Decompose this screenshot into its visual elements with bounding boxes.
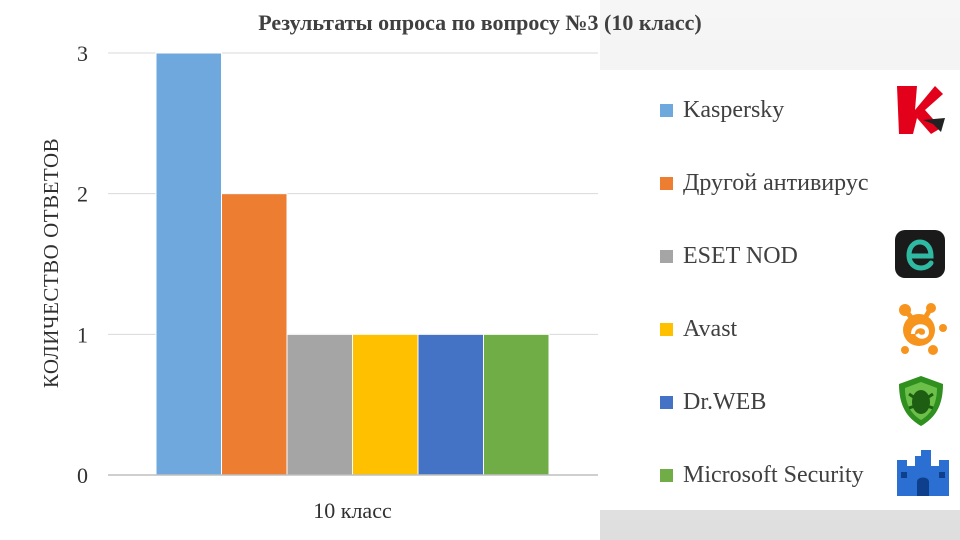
legend-panel bbox=[600, 70, 960, 510]
chart-title: Результаты опроса по вопросу №3 (10 клас… bbox=[258, 10, 702, 35]
bar-5 bbox=[417, 333, 484, 476]
y-tick-label: 1 bbox=[77, 322, 88, 347]
legend-item: Другой антивирус bbox=[660, 163, 960, 203]
legend-label: Avast bbox=[683, 315, 738, 342]
y-tick-label: 0 bbox=[77, 463, 88, 488]
legend-item: Dr.WEB bbox=[660, 382, 960, 422]
legend-label: Dr.WEB bbox=[683, 388, 767, 415]
bar-1 bbox=[155, 52, 222, 476]
legend-swatch bbox=[660, 249, 673, 263]
legend-label: Другой антивирус bbox=[683, 169, 869, 196]
y-axis-label: КОЛИЧЕСТВО ОТВЕТОВ bbox=[39, 137, 63, 389]
y-tick-label: 3 bbox=[77, 41, 88, 66]
bar-2 bbox=[221, 193, 288, 476]
microsoft-security-logo-icon bbox=[897, 450, 949, 496]
kaspersky-logo-icon bbox=[897, 86, 945, 134]
legend-label: Kaspersky bbox=[683, 96, 785, 123]
bar-6 bbox=[483, 333, 550, 476]
drweb-logo-icon bbox=[899, 376, 943, 426]
x-tick-label: 10 класс bbox=[313, 498, 392, 523]
legend-item: ESET NOD bbox=[660, 236, 960, 276]
bar-4 bbox=[352, 333, 419, 476]
legend-item: Avast bbox=[660, 309, 960, 349]
eset-logo-icon bbox=[895, 230, 945, 278]
legend-swatch bbox=[660, 468, 673, 482]
avast-logo-icon bbox=[899, 303, 947, 355]
legend-swatch bbox=[660, 395, 673, 409]
legend-swatch bbox=[660, 103, 673, 117]
legend-item: Kaspersky bbox=[660, 90, 960, 130]
y-tick-label: 2 bbox=[77, 182, 88, 207]
legend-swatch bbox=[660, 322, 673, 336]
legend-label: Microsoft Security bbox=[683, 461, 864, 488]
legend-label: ESET NOD bbox=[683, 242, 798, 269]
legend-swatch bbox=[660, 176, 673, 190]
bar-3 bbox=[286, 333, 353, 476]
legend-item: Microsoft Security bbox=[660, 455, 960, 495]
